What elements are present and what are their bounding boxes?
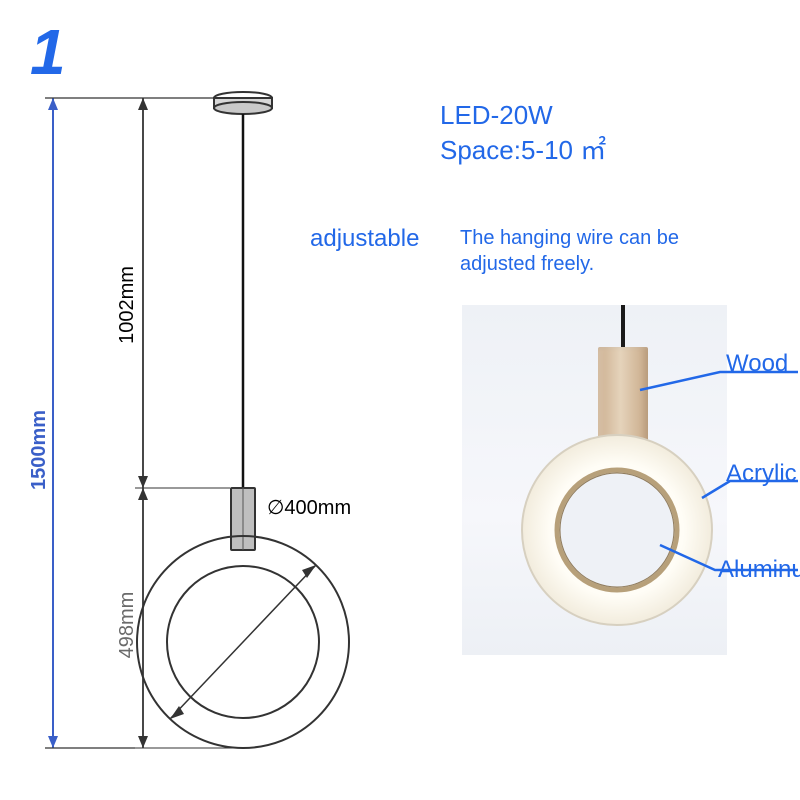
callout-acrylic-label: Acrylic — [726, 460, 797, 488]
note-line1: The hanging wire can be — [460, 227, 679, 249]
technical-drawing: ∅400mm 1500mm 1002mm — [25, 90, 445, 770]
canopy — [214, 92, 272, 114]
adjustable-note: The hanging wire can be adjusted freely. — [460, 225, 760, 277]
photo-ring — [512, 425, 722, 635]
spec-coverage: Space:5-10 ㎡ — [440, 133, 780, 168]
adjustable-label: adjustable — [310, 225, 419, 253]
spec-block: LED-20W Space:5-10 ㎡ — [440, 98, 780, 168]
diameter-label: ∅400mm — [267, 497, 351, 519]
svg-text:1002mm: 1002mm — [116, 266, 138, 344]
callout-wood-label: Wood — [726, 350, 788, 378]
product-photo — [462, 305, 727, 655]
spec-infographic: { "model_number": "1", "colors": { "acce… — [0, 0, 800, 800]
spec-power: LED-20W — [440, 98, 780, 133]
note-line2: adjusted freely. — [460, 253, 594, 275]
callout-aluminum-label: Aluminum — [718, 556, 800, 584]
model-number: 1 — [30, 15, 66, 89]
dim-wire-length: 1002mm — [116, 98, 230, 488]
fixture-block — [231, 488, 255, 550]
diameter-leader — [170, 565, 316, 719]
photo-cable — [621, 305, 625, 347]
svg-text:498mm: 498mm — [116, 592, 138, 659]
svg-text:1500mm: 1500mm — [28, 410, 50, 490]
